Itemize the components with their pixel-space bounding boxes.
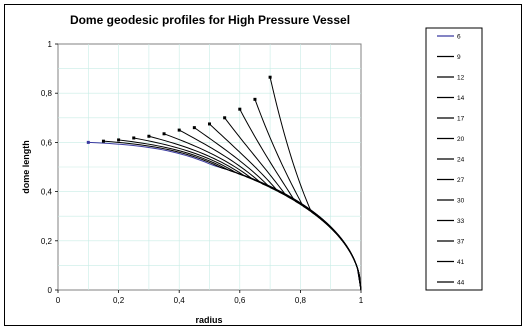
y-tick-label: 0,4 [41, 188, 53, 197]
series-start-point-20 [162, 132, 166, 136]
legend-label-24: 24 [457, 156, 465, 163]
series-start-point-33 [223, 116, 227, 120]
legend-label-41: 41 [457, 259, 465, 266]
legend-label-20: 20 [457, 136, 465, 143]
legend-label-44: 44 [457, 279, 465, 286]
y-tick-label: 0,2 [41, 237, 53, 246]
series-start-point-41 [253, 97, 257, 101]
legend-label-27: 27 [457, 177, 465, 184]
ticks-group: 0 0,2 0,4 0,6 0,8 1 0 0,2 0,4 0,6 0,8 1 [41, 40, 364, 305]
x-axis-label: radius [195, 315, 222, 325]
legend-label-33: 33 [457, 218, 465, 225]
y-axis-label: dome length [21, 140, 31, 194]
chart-title: Dome geodesic profiles for High Pressure… [70, 13, 350, 27]
legend-label-17: 17 [457, 115, 465, 122]
grid [58, 44, 361, 290]
x-tick-label: 1 [359, 296, 364, 305]
series-start-point-12 [117, 138, 121, 142]
legend-label-14: 14 [457, 95, 465, 102]
y-tick-label: 0 [48, 286, 53, 295]
series-start-point-27 [192, 126, 196, 130]
series-start-point-17 [147, 134, 151, 138]
legend-label-12: 12 [457, 74, 465, 81]
y-tick-label: 0,8 [41, 89, 53, 98]
x-tick-label: 0 [56, 296, 61, 305]
series-group [86, 75, 362, 291]
series-start-point-44 [268, 75, 272, 79]
y-tick-label: 0,6 [41, 138, 53, 147]
series-start-point-30 [208, 122, 211, 126]
legend-label-9: 9 [457, 54, 461, 61]
series-start-point-37 [238, 107, 242, 111]
x-tick-label: 0,8 [295, 296, 307, 305]
series-start-point-14 [132, 136, 136, 140]
series-line-44 [269, 77, 362, 291]
x-tick-label: 0,6 [234, 296, 246, 305]
legend-label-37: 37 [457, 238, 465, 245]
legend-label-30: 30 [457, 197, 465, 204]
series-start-point-6 [86, 140, 90, 144]
series-start-point-24 [177, 128, 181, 132]
legend-label-6: 6 [457, 33, 461, 40]
y-tick-label: 1 [48, 40, 53, 49]
x-tick-label: 0,2 [113, 296, 125, 305]
legend-items: 6 9 12 14 17 20 24 27 30 33 37 41 44 [437, 33, 465, 286]
x-tick-label: 0,4 [174, 296, 186, 305]
series-start-point-9 [101, 139, 105, 143]
